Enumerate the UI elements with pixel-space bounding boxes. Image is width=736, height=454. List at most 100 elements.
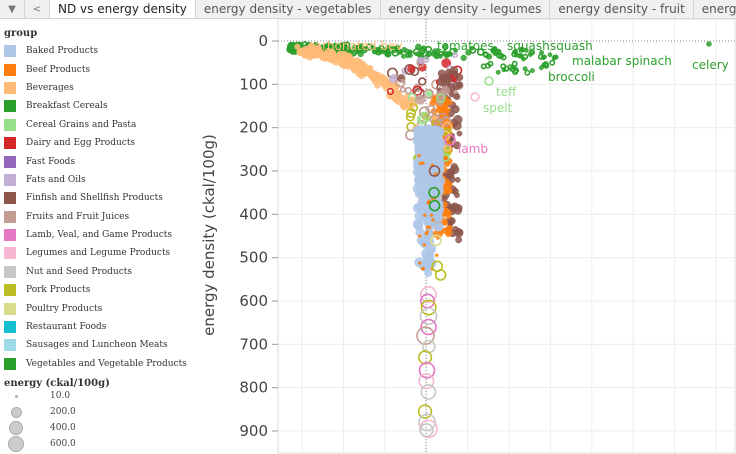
data-point xyxy=(484,76,494,86)
dropdown-arrow-icon[interactable]: ▼ xyxy=(0,0,25,18)
legend-swatch xyxy=(4,357,16,370)
legend-item[interactable]: Beverages xyxy=(4,79,187,97)
legend-item[interactable]: Legumes and Legume Products xyxy=(4,244,187,262)
legend-item[interactable]: Beef Products xyxy=(4,60,187,78)
legend-swatch xyxy=(4,210,16,223)
data-point xyxy=(413,220,424,231)
data-point xyxy=(517,53,523,59)
data-point xyxy=(416,114,427,125)
legend-label: Cereal Grains and Pasta xyxy=(26,119,137,130)
tab-nd-vs-energy-density[interactable]: ND vs energy density xyxy=(50,0,196,18)
data-point xyxy=(427,247,435,255)
legend-item[interactable]: Pork Products xyxy=(4,281,187,299)
tab-energy-density-fruit[interactable]: energy density - fruit xyxy=(550,0,694,18)
legend-swatch xyxy=(4,100,16,113)
data-point xyxy=(453,115,463,125)
legend-item[interactable]: Fast Foods xyxy=(4,152,187,170)
legend-swatch xyxy=(4,265,16,278)
data-point xyxy=(417,153,421,158)
size-circle xyxy=(10,406,22,418)
size-legend-label: 600.0 xyxy=(50,439,76,449)
size-legend-title: energy (ckal/100g) xyxy=(4,378,110,389)
size-circle xyxy=(8,436,24,452)
data-point xyxy=(357,50,364,58)
data-point xyxy=(439,74,446,81)
legend-item[interactable]: Nut and Seed Products xyxy=(4,263,187,281)
annotation-label: squash xyxy=(550,39,593,53)
data-point xyxy=(511,60,518,67)
legend-item[interactable]: Restaurant Foods xyxy=(4,318,187,336)
size-legend-item: 600.0 xyxy=(8,436,76,452)
legend-swatch xyxy=(4,118,16,131)
legend-item[interactable]: Poultry Products xyxy=(4,299,187,317)
data-point xyxy=(451,105,460,114)
data-point xyxy=(445,228,453,236)
chevron-left-icon[interactable]: < xyxy=(25,0,50,18)
data-point xyxy=(407,64,416,73)
legend-item[interactable]: Sausages and Luncheon Meats xyxy=(4,336,187,354)
annotation-label: celery xyxy=(692,58,729,72)
color-legend: group Baked Products Beef Products Beverag… xyxy=(4,28,187,373)
legend-swatch xyxy=(4,302,16,315)
legend-item[interactable]: Baked Products xyxy=(4,42,187,60)
tab-energy-density-more[interactable]: energy de xyxy=(694,0,736,18)
legend-item[interactable]: Cereal Grains and Pasta xyxy=(4,116,187,134)
plot-area xyxy=(277,18,736,454)
legend-label: Beef Products xyxy=(26,64,91,75)
legend-label: Legumes and Legume Products xyxy=(26,248,171,259)
data-point xyxy=(405,112,416,122)
size-legend-label: 10.0 xyxy=(50,391,71,401)
data-point xyxy=(419,423,434,438)
legend-item[interactable]: Finfish and Shellfish Products xyxy=(4,189,187,207)
y-tick-label: 400 xyxy=(239,205,268,223)
annotation-label: teff xyxy=(496,85,517,99)
data-point xyxy=(539,50,545,55)
tab-energy-density-legumes[interactable]: energy density - legumes xyxy=(381,0,551,18)
tab-energy-density-vegetables[interactable]: energy density - vegetables xyxy=(196,0,381,18)
data-point xyxy=(328,55,335,62)
data-point xyxy=(334,45,340,51)
data-point xyxy=(491,46,498,53)
data-point xyxy=(420,384,437,400)
legend-swatch xyxy=(4,229,16,242)
data-point xyxy=(448,91,455,98)
annotation-label: carbonated bev xyxy=(308,39,402,53)
legend-item[interactable]: Fruits and Fruit Juices xyxy=(4,208,187,226)
data-point xyxy=(445,52,450,57)
data-point xyxy=(426,104,436,114)
y-tick-label: 800 xyxy=(239,379,268,397)
data-point xyxy=(482,51,489,58)
data-point xyxy=(412,85,423,96)
data-point xyxy=(420,318,437,336)
data-point xyxy=(425,230,430,234)
data-point xyxy=(365,70,371,77)
legend-swatch xyxy=(4,81,16,94)
data-point xyxy=(423,135,436,148)
data-point xyxy=(420,299,437,316)
data-point xyxy=(338,53,346,60)
data-point xyxy=(422,235,430,243)
legend-item[interactable]: Fats and Oils xyxy=(4,171,187,189)
size-legend-label: 400.0 xyxy=(50,423,76,433)
legend-item[interactable]: Dairy and Egg Products xyxy=(4,134,187,152)
data-point xyxy=(428,199,441,212)
data-point xyxy=(400,53,406,59)
size-circle xyxy=(14,394,18,398)
legend-item[interactable]: Breakfast Cereals xyxy=(4,97,187,115)
data-point xyxy=(418,47,426,55)
data-point xyxy=(465,49,472,56)
legend-item[interactable]: Lamb, Veal, and Game Products xyxy=(4,226,187,244)
legend-label: Restaurant Foods xyxy=(26,322,107,333)
data-point xyxy=(454,192,460,199)
legend-swatch xyxy=(4,45,16,58)
data-point xyxy=(423,126,432,136)
data-point xyxy=(524,69,531,76)
data-point xyxy=(495,69,501,75)
data-point xyxy=(406,100,416,109)
data-point xyxy=(429,213,434,217)
data-point xyxy=(436,90,447,101)
data-point xyxy=(386,44,392,50)
data-point xyxy=(551,55,557,61)
data-point xyxy=(417,179,426,188)
legend-item[interactable]: Vegetables and Vegetable Products xyxy=(4,355,187,373)
